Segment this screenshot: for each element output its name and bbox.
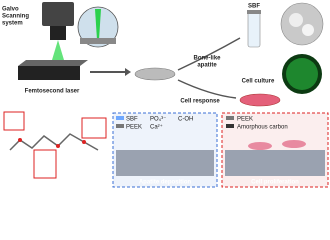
- legend-label: PO₄³⁻: [150, 117, 166, 123]
- arrowhead: [125, 68, 131, 76]
- cells: [286, 58, 318, 90]
- laser-beam: [52, 40, 64, 60]
- scanner-head: [42, 2, 74, 26]
- tube-cap: [247, 10, 261, 14]
- atom: [82, 140, 86, 144]
- label: Cell culture: [242, 79, 275, 85]
- legend-label: Ca²⁺: [150, 124, 163, 131]
- cell: [282, 140, 306, 148]
- atom: [18, 138, 22, 142]
- legend-label: PEEK: [126, 125, 142, 131]
- laser-top: [18, 60, 88, 66]
- highlight-box: [33, 149, 57, 179]
- scanner-lens: [50, 26, 66, 40]
- arrow: [177, 79, 237, 99]
- label: Scanning: [2, 14, 29, 20]
- apatite-sphere: [289, 13, 303, 27]
- label: Galvo: [2, 7, 19, 13]
- laser-box: [18, 66, 80, 80]
- legend-swatch: [116, 124, 124, 128]
- highlight-box: [3, 111, 25, 131]
- tube: [247, 10, 261, 48]
- apatite-sphere: [302, 24, 314, 36]
- legend-swatch: [116, 116, 124, 120]
- cell: [248, 142, 272, 150]
- sem-image: [280, 2, 324, 46]
- label: SBF: [248, 4, 260, 10]
- label: system: [2, 21, 23, 27]
- legend-swatch: [226, 116, 234, 120]
- molecule-chain: [9, 133, 99, 151]
- legend-label: Amorphous carbon: [237, 125, 288, 131]
- graphical-abstract: Galvo Scanning system Femtosecond laser …: [0, 0, 330, 189]
- peek-surface: [225, 150, 325, 176]
- label: Cell response: [180, 99, 220, 105]
- inset-sample: [80, 38, 116, 44]
- atom: [56, 144, 60, 148]
- caption: Cell proliferation: [251, 180, 299, 186]
- petri-dish: [239, 93, 281, 107]
- inset-beam: [95, 9, 101, 40]
- sample-disk: [134, 67, 176, 81]
- legend-swatch: [226, 124, 234, 128]
- peek-surface: [116, 150, 214, 176]
- legend-label: C-OH: [178, 117, 193, 123]
- highlight-box: [81, 117, 107, 139]
- legend-label: PEEK: [237, 117, 253, 123]
- label: apatite: [197, 63, 217, 69]
- legend-label: SBF: [126, 117, 138, 123]
- label: Bone-like: [193, 56, 221, 62]
- label: Femtosecond laser: [25, 89, 80, 95]
- arrow: [177, 37, 241, 71]
- caption: Apatite deposition: [139, 180, 192, 186]
